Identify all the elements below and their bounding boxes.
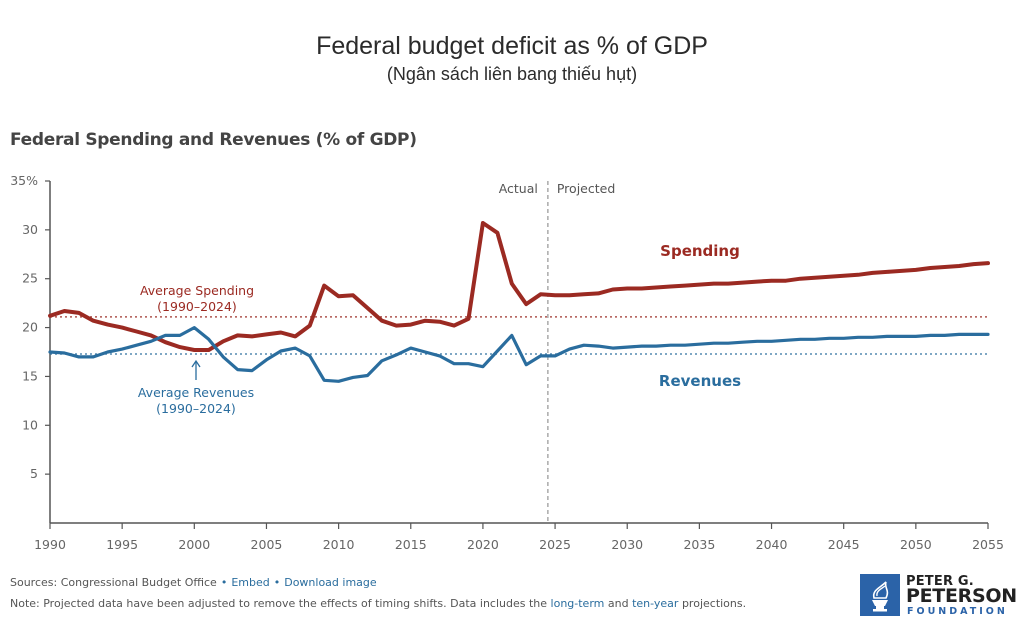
y-tick-label: 5	[30, 466, 38, 481]
x-tick-label: 2050	[900, 537, 932, 552]
series-lines	[48, 221, 990, 383]
y-axis: 35% 30 25 20 15 10 5	[10, 173, 51, 523]
x-tick-label: 2020	[467, 537, 499, 552]
logo-text-line1: PETER G.	[906, 574, 974, 589]
x-tick-label: 2045	[828, 537, 860, 552]
bullet-separator: •	[220, 576, 228, 589]
x-tick-label: 2055	[972, 537, 1004, 552]
y-tick-label: 25	[22, 271, 38, 286]
sources-text: Sources: Congressional Budget Office	[10, 576, 217, 589]
y-tick-label: 20	[22, 320, 38, 335]
series-line-spending	[48, 221, 990, 352]
annotations: Average Spending(1990–2024)Average Reven…	[138, 242, 741, 416]
spending-series-label: Spending	[660, 242, 740, 260]
x-tick-label: 1990	[34, 537, 66, 552]
x-tick-label: 2015	[395, 537, 427, 552]
average-revenues-period: (1990–2024)	[156, 401, 236, 416]
bullet-separator: •	[273, 576, 281, 589]
actual-projected-divider: Actual Projected	[499, 181, 615, 523]
y-tick-label: 15	[22, 368, 38, 383]
average-revenues-label: Average Revenues	[138, 385, 254, 400]
note-text: Note: Projected data have been adjusted …	[10, 597, 551, 610]
arrow-head-icon	[191, 359, 201, 368]
x-tick-label: 2005	[251, 537, 283, 552]
ten-year-link[interactable]: ten-year	[632, 597, 679, 610]
x-tick-label: 2000	[178, 537, 210, 552]
x-tick-label: 2040	[756, 537, 788, 552]
average-lines	[50, 316, 988, 355]
revenues-series-label: Revenues	[659, 372, 741, 390]
y-tick-label: 30	[22, 222, 38, 237]
note-text-suffix: projections.	[678, 597, 747, 610]
projected-label: Projected	[557, 181, 615, 196]
x-tick-label: 2025	[539, 537, 571, 552]
torch-icon	[860, 574, 900, 616]
x-tick-label: 2010	[323, 537, 355, 552]
embed-link[interactable]: Embed	[231, 576, 270, 589]
x-axis: 1990 1995 2000 2005 2010 2015 2020 2025 2030 2035…	[34, 522, 1004, 552]
note-text-middle: and	[604, 597, 633, 610]
logo-text-line3: FOUNDATION	[907, 606, 1008, 617]
x-tick-label: 1995	[106, 537, 138, 552]
actual-label: Actual	[499, 181, 538, 196]
long-term-link[interactable]: long-term	[550, 597, 605, 610]
chart-title: Federal Spending and Revenues (% of GDP)	[10, 130, 417, 150]
download-image-link[interactable]: Download image	[284, 576, 377, 589]
average-spending-period: (1990–2024)	[157, 299, 237, 314]
sources-line: Sources: Congressional Budget Office • Emb…	[10, 576, 377, 589]
page-title: Federal budget deficit as % of GDP	[316, 32, 708, 60]
x-tick-label: 2030	[611, 537, 643, 552]
peterson-foundation-logo[interactable]: PETER G. PETERSON FOUNDATION	[860, 574, 1020, 618]
page-subtitle: (Ngân sách liên bang thiếu hụt)	[386, 64, 638, 84]
series-line-revenues	[48, 326, 990, 383]
x-tick-label: 2035	[683, 537, 715, 552]
logo-text-line2: PETERSON	[906, 585, 1017, 607]
y-tick-label: 35%	[10, 173, 38, 188]
y-tick-label: 10	[22, 417, 38, 432]
average-spending-label: Average Spending	[140, 283, 254, 298]
note-line: Note: Projected data have been adjusted …	[10, 597, 746, 610]
